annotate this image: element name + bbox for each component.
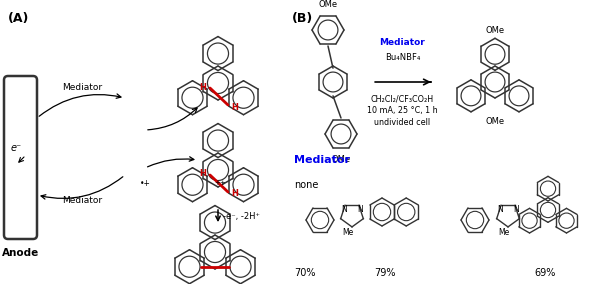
Text: OMe: OMe (486, 26, 504, 35)
Text: H: H (231, 189, 239, 199)
Text: (A): (A) (8, 12, 29, 25)
Text: N: N (497, 204, 503, 214)
Text: 70%: 70% (294, 268, 316, 278)
Text: H: H (200, 170, 206, 179)
Text: H: H (200, 82, 206, 91)
Text: -e⁻, -2H⁺: -e⁻, -2H⁺ (223, 212, 260, 222)
Text: OMe: OMe (486, 117, 504, 126)
Text: e⁻: e⁻ (11, 143, 22, 153)
Text: undivided cell: undivided cell (375, 118, 430, 127)
Text: Me: Me (498, 227, 510, 237)
Text: (B): (B) (292, 12, 313, 25)
Text: N: N (357, 204, 363, 214)
Text: none: none (294, 180, 319, 190)
Text: N: N (341, 204, 347, 214)
Text: OMe: OMe (331, 155, 351, 164)
Text: N: N (513, 204, 519, 214)
Text: 10 mA, 25 °C, 1 h: 10 mA, 25 °C, 1 h (367, 106, 438, 115)
Text: 69%: 69% (534, 268, 555, 278)
Text: Mediator: Mediator (379, 38, 426, 47)
Text: •+: •+ (140, 179, 151, 188)
Text: 79%: 79% (375, 268, 396, 278)
Text: H: H (231, 103, 239, 112)
Text: Me: Me (342, 227, 354, 237)
Text: Mediator: Mediator (294, 155, 350, 165)
Text: ++: ++ (214, 180, 226, 186)
Text: Anode: Anode (2, 248, 39, 258)
Text: OMe: OMe (319, 0, 337, 9)
Text: Mediator: Mediator (62, 196, 102, 205)
Text: Bu₄NBF₄: Bu₄NBF₄ (385, 53, 420, 62)
Text: Mediator: Mediator (62, 83, 102, 92)
FancyBboxPatch shape (4, 76, 37, 239)
Text: CH₂Cl₂/CF₃CO₂H: CH₂Cl₂/CF₃CO₂H (371, 94, 434, 103)
